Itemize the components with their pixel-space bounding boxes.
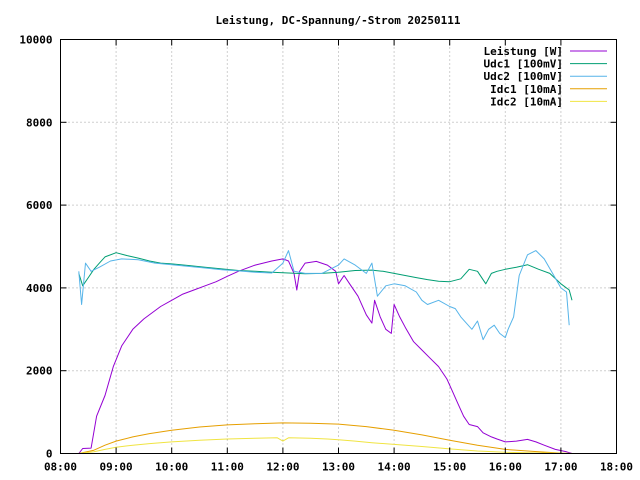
x-tick-label: 10:00 xyxy=(155,461,188,474)
y-tick-label: 10000 xyxy=(19,34,52,47)
legend-label: Idc2 [10mA] xyxy=(490,95,563,108)
x-tick-label: 09:00 xyxy=(100,461,133,474)
x-tick-label: 11:00 xyxy=(211,461,244,474)
y-tick-label: 8000 xyxy=(26,116,53,129)
legend-label: Udc2 [100mV] xyxy=(484,70,563,83)
y-tick-label: 4000 xyxy=(26,282,53,295)
y-tick-label: 6000 xyxy=(26,199,53,212)
x-tick-label: 18:00 xyxy=(600,461,633,474)
legend-label: Udc1 [100mV] xyxy=(484,58,563,71)
x-tick-label: 08:00 xyxy=(44,461,77,474)
x-tick-label: 15:00 xyxy=(433,461,466,474)
y-tick-label: 0 xyxy=(46,448,53,461)
x-tick-label: 16:00 xyxy=(489,461,522,474)
x-tick-label: 14:00 xyxy=(378,461,411,474)
x-tick-label: 17:00 xyxy=(544,461,577,474)
chart-title: Leistung, DC-Spannung/-Strom 20250111 xyxy=(215,14,460,27)
y-tick-label: 2000 xyxy=(26,365,53,378)
legend: Leistung [W]Udc1 [100mV]Udc2 [100mV]Idc1… xyxy=(484,45,607,108)
x-tick-label: 12:00 xyxy=(266,461,299,474)
series-line-5 xyxy=(78,437,573,454)
x-tick-label: 13:00 xyxy=(322,461,355,474)
legend-label: Idc1 [10mA] xyxy=(490,83,563,96)
series-line-1 xyxy=(78,258,573,454)
series-layer xyxy=(78,250,573,454)
series-line-3 xyxy=(78,250,570,341)
series-line-4 xyxy=(78,422,573,454)
axes: 08:00 09:00 10:00 11:00 12:00 13:00 14:00 15:00… xyxy=(19,34,633,474)
series-line-2 xyxy=(78,252,573,301)
legend-label: Leistung [W] xyxy=(484,45,563,58)
